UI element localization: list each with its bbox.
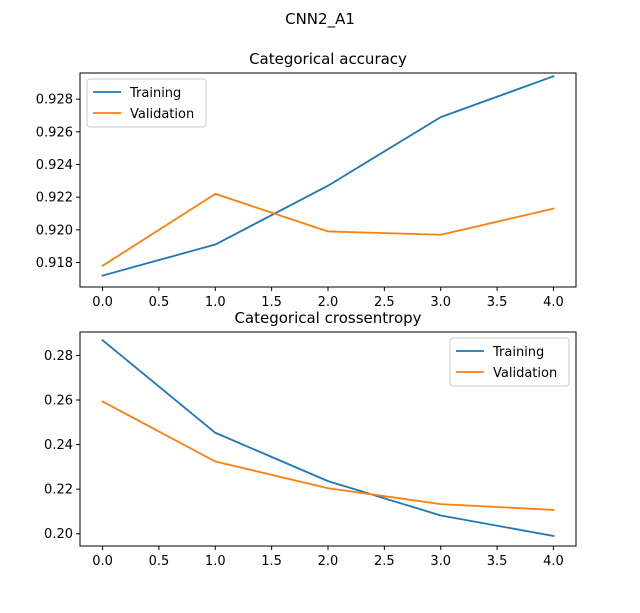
accuracy-y-tick-label: 0.920 [36, 223, 73, 238]
crossentropy-y-tick-label: 0.28 [44, 349, 73, 364]
crossentropy-title: Categorical crossentropy [234, 309, 421, 327]
accuracy-legend: Training Validation [86, 78, 207, 128]
accuracy-legend-label-training: Training [129, 86, 181, 101]
accuracy-y-tick-label: 0.922 [36, 191, 73, 206]
accuracy-x-tick-label: 3.5 [487, 295, 508, 310]
accuracy-x-tick-label: 2.0 [318, 295, 339, 310]
accuracy-legend-box [86, 78, 207, 128]
accuracy-series-validation-line [101, 192, 555, 268]
accuracy-series-training-line [101, 75, 555, 277]
accuracy-legend-label-validation: Validation [130, 107, 194, 122]
accuracy-x-tick-label: 1.5 [261, 295, 282, 310]
crossentropy-legend-label-validation: Validation [493, 366, 557, 381]
crossentropy-x-tick-label: 3.5 [487, 554, 508, 569]
crossentropy-y-tick-label: 0.20 [44, 527, 73, 542]
crossentropy-y-tick-label: 0.24 [44, 438, 73, 453]
accuracy-y-tick-label: 0.918 [36, 256, 73, 271]
crossentropy-x-tick-label: 3.0 [430, 554, 451, 569]
crossentropy-y-tick-label: 0.22 [44, 483, 73, 498]
crossentropy-legend-label-training: Training [492, 345, 544, 360]
crossentropy-x-tick-label: 1.0 [205, 554, 226, 569]
crossentropy-y-tick-label: 0.26 [44, 393, 73, 408]
crossentropy-x-tick-label: 2.5 [374, 554, 395, 569]
accuracy-x-tick-label: 0.5 [149, 295, 170, 310]
accuracy-x-tick-label: 2.5 [374, 295, 395, 310]
crossentropy-x-tick-label: 0.0 [92, 554, 113, 569]
accuracy-y-tick-label: 0.926 [36, 125, 73, 140]
accuracy-x-tick-label: 4.0 [543, 295, 564, 310]
accuracy-x-tick-label: 0.0 [92, 295, 113, 310]
crossentropy-plot: Categorical crossentropy 0.0 0.5 1.0 1.5 2.0 2… [44, 309, 577, 569]
accuracy-x-tick-label: 1.0 [205, 295, 226, 310]
accuracy-title: Categorical accuracy [249, 50, 407, 68]
accuracy-x-tick-label: 3.0 [430, 295, 451, 310]
accuracy-y-tick-label: 0.928 [36, 93, 73, 108]
crossentropy-x-tick-label: 1.5 [261, 554, 282, 569]
crossentropy-legend-box [449, 337, 570, 387]
crossentropy-x-tick-label: 0.5 [149, 554, 170, 569]
crossentropy-series-validation-line [101, 400, 555, 511]
accuracy-plot: Categorical accuracy 0.0 0.5 1.0 1.5 2.0 2.5 3.… [36, 50, 577, 310]
crossentropy-legend: Training Validation [449, 337, 570, 387]
crossentropy-series-training-line [101, 338, 555, 538]
accuracy-y-tick-label: 0.924 [36, 158, 73, 173]
crossentropy-x-tick-label: 2.0 [318, 554, 339, 569]
crossentropy-x-tick-label: 4.0 [543, 554, 564, 569]
figure-suptitle: CNN2_A1 [285, 10, 355, 29]
